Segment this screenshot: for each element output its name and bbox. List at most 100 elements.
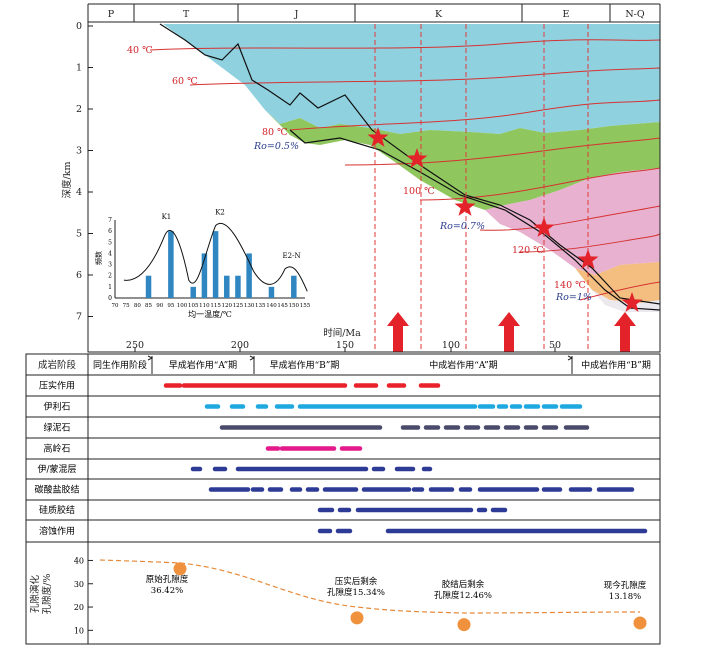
- inset-x-tick: 85: [145, 303, 152, 309]
- stage-title: 成岩阶段: [38, 359, 77, 371]
- plot-frame: [87, 21, 661, 353]
- depth-tick: 3: [76, 146, 82, 157]
- porosity-y-tick: 40: [74, 556, 84, 565]
- charging-arrow: [498, 312, 520, 352]
- process-label-3: 高岭石: [43, 443, 70, 455]
- inset-y-tick: 5: [108, 239, 112, 246]
- process-label-5: 碳酸盐胶结: [34, 484, 79, 496]
- inset-x-tick: 105: [188, 303, 199, 309]
- diagenesis-table: 成岩阶段 同生作用阶段 早成岩作用“A”期 早成岩作用“B”期 中成岩作用“A”期 中成…: [25, 353, 661, 543]
- isotherm-lines: [149, 39, 661, 301]
- charging-arrow: [614, 312, 636, 352]
- inset-x-tick: 120: [222, 303, 233, 309]
- charging-star: [577, 249, 599, 269]
- charging-star: [406, 148, 428, 168]
- inset-x-tick: 135: [255, 303, 266, 309]
- charging-star: [533, 217, 555, 237]
- porosity-point: [173, 562, 187, 576]
- depth-tick: 4: [76, 187, 82, 198]
- depth-tick: 1: [76, 63, 82, 74]
- inset-bar: [190, 286, 196, 298]
- stage-0: 同生作用阶段: [93, 359, 147, 371]
- inset-x-tick: 70: [112, 303, 119, 309]
- charging-star: [367, 127, 389, 147]
- period-k: K: [435, 9, 443, 20]
- inset-y-tick: 4: [108, 250, 112, 257]
- time-tick: 50: [549, 340, 561, 351]
- period-bar: P T J K E N-Q: [108, 4, 645, 22]
- inset-x-tick: 100: [177, 303, 188, 309]
- charging-arrow: [387, 312, 409, 352]
- inset-x-tick: 95: [167, 303, 174, 309]
- porosity-label-3: 现今孔隙度 13.18%: [604, 580, 647, 602]
- period-j: J: [294, 9, 299, 20]
- time-tick: 200: [231, 340, 249, 351]
- time-axis: 250 200 150 100 50: [126, 340, 561, 352]
- stage-1: 早成岩作用“A”期: [169, 359, 237, 371]
- inset-peak-label-k2: K2: [215, 208, 225, 216]
- inset-x-tick: 140: [266, 303, 277, 309]
- stage-3: 中成岩作用“A”期: [429, 359, 497, 371]
- inset-y-tick: 1: [108, 284, 112, 291]
- porosity-curve: [99, 559, 641, 614]
- porosity-point: [350, 611, 364, 625]
- charging-star: [454, 196, 476, 216]
- depth-tick: 2: [76, 104, 82, 115]
- inset-x-tick: 90: [156, 303, 163, 309]
- inset-x-tick: 75: [123, 303, 130, 309]
- burial-curves: [159, 23, 661, 311]
- inset-bar: [224, 275, 230, 298]
- inset-bar: [168, 231, 174, 298]
- isotherm-label-140: 140 ℃: [554, 280, 586, 291]
- inset-x-tick: 145: [277, 303, 288, 309]
- inset-y-tick: 2: [108, 273, 112, 280]
- inset-y-tick: 3: [108, 262, 112, 269]
- event-dashed-lines: [374, 24, 589, 352]
- ro-label-07: Ro=0.7%: [439, 221, 485, 232]
- porosity-ylabel-1: 孔隙度/%: [41, 574, 53, 615]
- process-label-0: 压实作用: [39, 380, 75, 392]
- inset-y-tick: 6: [108, 228, 112, 235]
- porosity-y-tick: 30: [74, 580, 84, 589]
- inset-bar: [145, 275, 152, 298]
- inset-y-tick: 0: [108, 295, 112, 302]
- process-label-4: 伊/蒙混层: [37, 463, 76, 475]
- inset-x-tick: 115: [210, 303, 221, 309]
- isotherm-label-80: 80 ℃: [262, 127, 288, 138]
- depth-axis-label: 深度/km: [61, 162, 73, 199]
- process-label-7: 溶蚀作用: [39, 525, 75, 537]
- ro-label-05: Ro=0.5%: [253, 141, 299, 152]
- depth-tick: 7: [76, 312, 82, 323]
- inset-x-tick: 125: [233, 303, 244, 309]
- process-label-6: 硅质胶结: [39, 504, 75, 516]
- charging-arrows: [387, 312, 636, 352]
- depth-tick: 0: [76, 21, 82, 32]
- porosity-value-0: 36.42%: [151, 586, 183, 596]
- inset-x-tick: 150: [289, 303, 300, 309]
- layer-blue: [163, 24, 660, 134]
- depth-tick: 6: [76, 270, 82, 281]
- inset-peak-label-e2n: E2-N: [283, 252, 301, 260]
- porosity-y-tick: 10: [74, 626, 84, 635]
- charging-stars: [367, 127, 643, 312]
- stage-4: 中成岩作用“B”期: [581, 359, 651, 371]
- process-label-1: 伊利石: [43, 401, 70, 413]
- time-tick: 250: [126, 340, 144, 351]
- inset-x-tick: 80: [134, 303, 141, 309]
- isotherm-label-40: 40 ℃: [127, 45, 153, 56]
- porosity-point: [633, 616, 647, 630]
- inset-bar: [201, 253, 208, 298]
- isotherm-label-100: 100 ℃: [403, 186, 435, 197]
- porosity-label-2: 胶结后剩余孔隙度12.46%: [434, 579, 492, 601]
- inset-bar: [246, 253, 252, 298]
- ro-label-1: Ro=1%: [555, 292, 592, 303]
- inset-peak-label-k1: K1: [162, 213, 172, 221]
- layer-gray: [592, 290, 660, 312]
- depth-axis: 0 1 2 3 4 5 6 7: [76, 21, 93, 323]
